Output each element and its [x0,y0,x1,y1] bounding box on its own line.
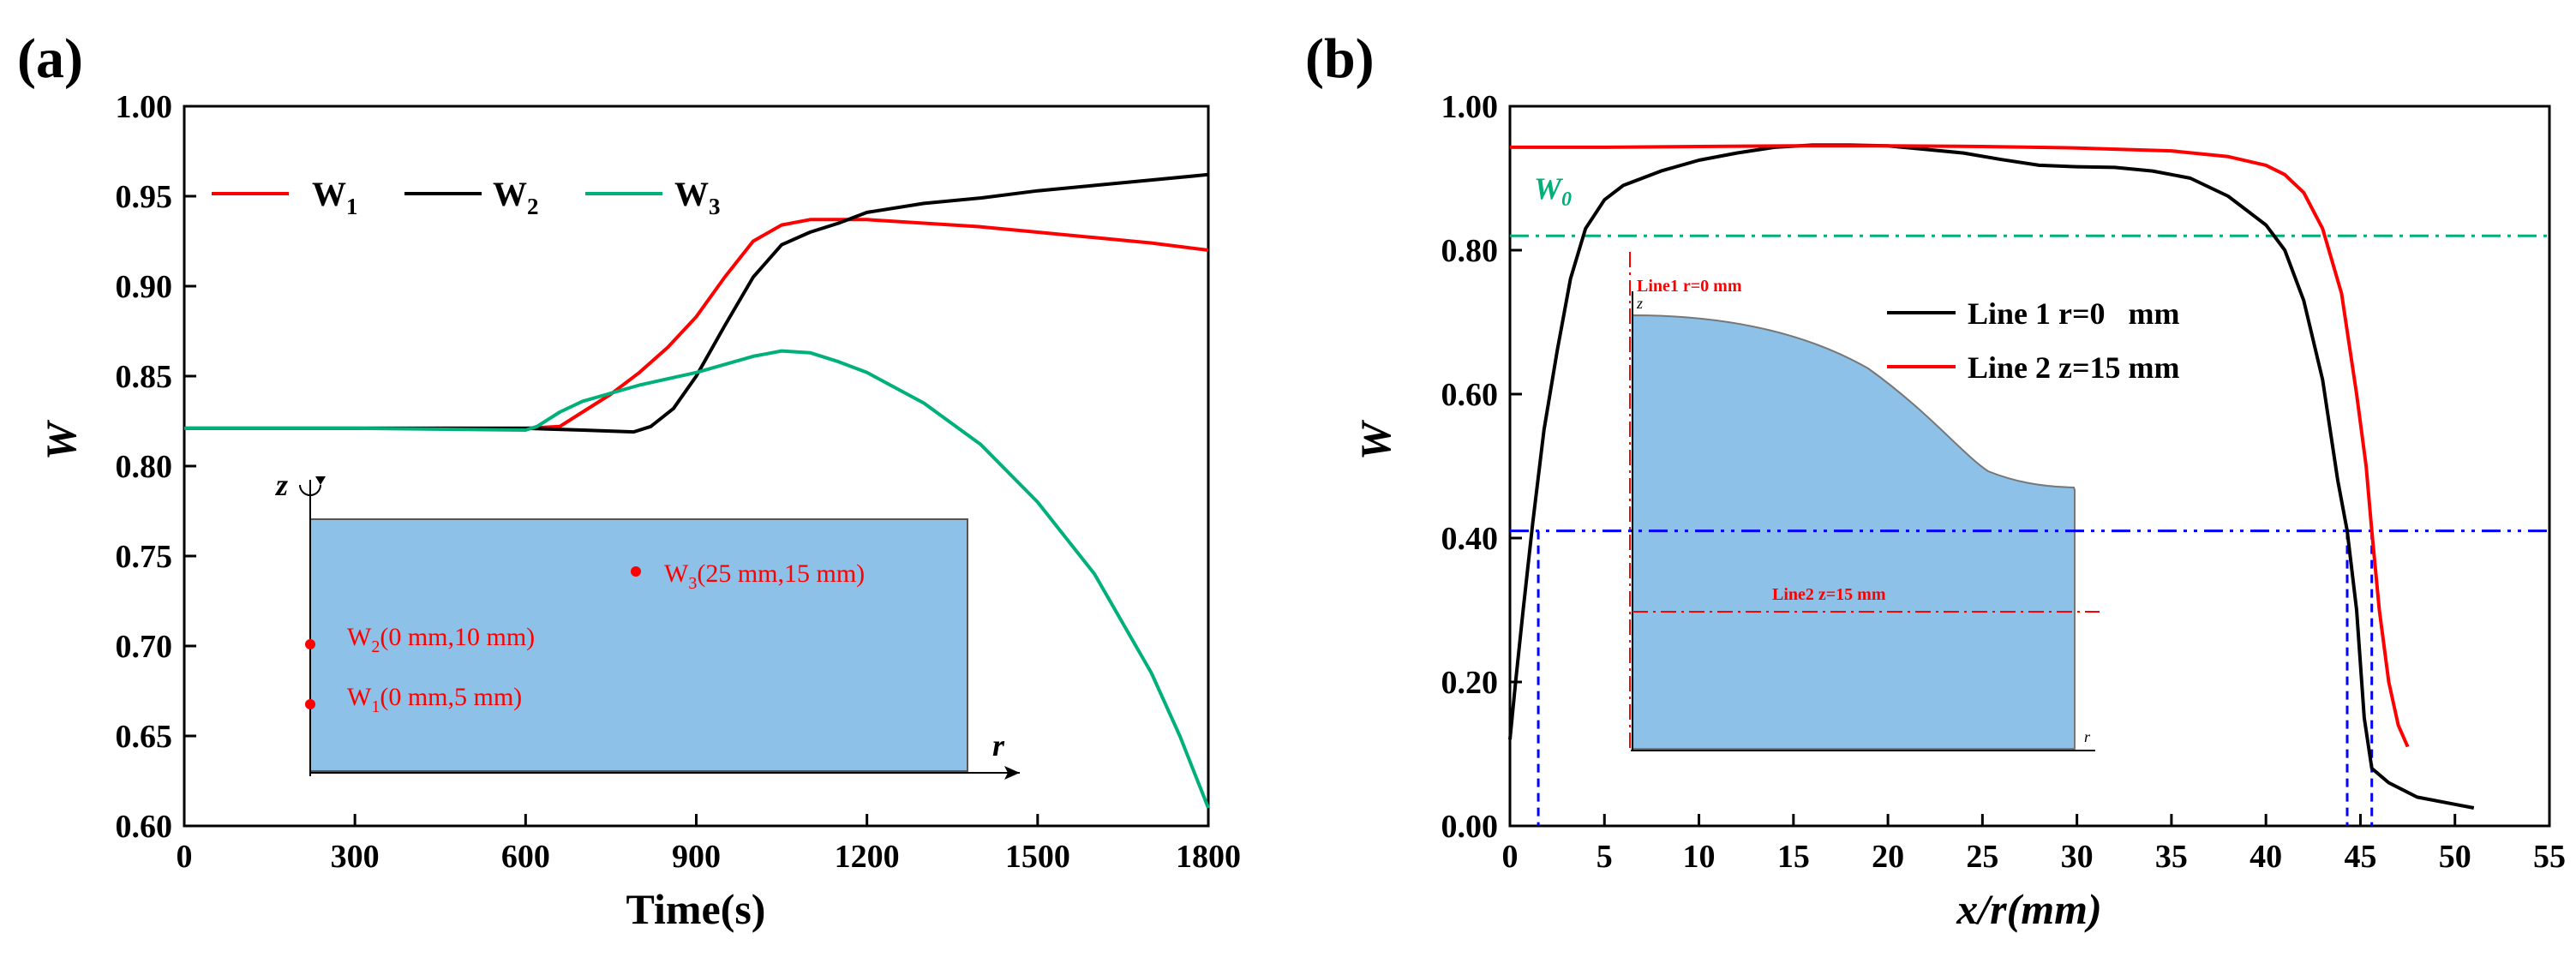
panel-b-inset-z-label: z [1636,295,1643,312]
panel-a-x-tick-label: 1200 [835,839,900,875]
panel-a-inset-r-label: r [992,728,1005,763]
panel-b-y-tick-label: 0.00 [1441,809,1499,845]
panel-a-y-tick-label: 0.70 [116,629,173,665]
panel-b-legend-label-line2: Line 2 z=15 mm [1968,350,2179,385]
panel-b-legend: Line 1 r=0 mm Line 2 z=15 mm [1887,296,2179,385]
panel-b-y-tick-label: 0.80 [1441,233,1499,269]
panel-a-legend-label-w1: W1 [312,175,358,219]
panel-a-y-tick-label: 0.85 [116,359,173,395]
panel-a-inset-domain [309,518,968,772]
panel-a-x-tick-label: 600 [501,839,550,875]
panel-a-y-tick-label: 0.80 [116,449,173,485]
panel-a-series-2 [184,172,1209,434]
panel-b-inset-line1-label: Line1 r=0 mm [1637,277,1742,296]
panel-b-plot-frame [1508,105,2551,828]
panel-b-inset-line2-label: Line2 z=15 mm [1772,585,1886,604]
panel-a-y-axis-label: W [37,419,85,460]
panel-b-x-tick-label: 5 [1597,839,1613,875]
panel-a-series [184,172,1210,809]
panel-a-y-tick-label: 0.60 [116,809,173,845]
panel-b-inset: Line1 r=0 mm Line2 z=15 mm z r [1629,252,2100,751]
panel-b-x-axis-label: x/r(mm) [1956,885,2101,933]
panel-a-inset-r-arrow [1004,766,1020,780]
panel-b-inset-r-label: r [2084,728,2091,745]
panel-a-y-tick-label: 0.75 [116,539,173,575]
panel-a-x-axis-label: Time(s) [626,885,766,933]
panel-b-x-tick-label: 50 [2439,839,2471,875]
panel-b-x-tick-label: 45 [2344,839,2376,875]
panel-b-x-tick-label: 40 [2250,839,2282,875]
panel-a-legend-label-w3: W3 [674,175,721,219]
panel-a-inset-rotation-arrow [299,484,321,496]
panel-b-legend-label-line1: Line 1 r=0 mm [1968,296,2179,331]
panel-b-y-tick-label: 1.00 [1441,89,1499,125]
panel-b-x-tick-label: 0 [1502,839,1519,875]
panel-b-x-tick-label: 10 [1683,839,1716,875]
panel-b-y-tick-label: 0.40 [1441,521,1499,557]
panel-b-label: (b) [1305,27,1375,90]
panel-b-series-2 [1510,144,2410,748]
panel-a: (a) 0 300 600 900 1200 1500 1800 0.60 0.65 0.70 0.… [17,27,1241,933]
panel-a-series-3 [184,349,1210,809]
panel-a-series-1 [184,218,1209,430]
panel-b-series [1508,143,2549,826]
panel-b: (b) 0 5 10 15 20 25 30 35 40 45 50 55 0.00 0.20 0.40 0.… [1305,27,2566,933]
panel-a-inset-label-w1: W1(0 mm,5 mm) [347,683,522,716]
panel-a-x-tick-label: 0 [177,839,193,875]
panel-a-y-tick-label: 1.00 [116,89,173,125]
panel-a-legend: W1 W2 W3 [212,175,721,219]
panel-a-label: (a) [17,27,83,90]
panel-a-ticks: 0 300 600 900 1200 1500 1800 0.60 0.65 0.70 0.75 0.… [116,89,1242,875]
panel-b-w0-label: W0 [1534,171,1572,211]
panel-b-series-1 [1508,143,2475,810]
panel-a-inset-label-w2: W2(0 mm,10 mm) [347,623,535,656]
panel-b-x-tick-label: 55 [2533,839,2566,875]
panel-a-inset-z-label: z [274,468,288,502]
panel-a-x-tick-label: 1800 [1176,839,1241,875]
panel-b-y-tick-label: 0.60 [1441,377,1499,413]
panel-b-x-tick-label: 20 [1872,839,1904,875]
panel-b-x-tick-label: 25 [1966,839,1998,875]
panel-a-inset-point-w3 [631,566,641,577]
panel-a-x-tick-label: 1500 [1005,839,1070,875]
panel-a-inset-label-w3: W3(25 mm,15 mm) [664,559,865,593]
panel-a-x-tick-label: 300 [331,839,380,875]
panel-a-y-tick-label: 0.95 [116,179,173,215]
panel-b-ticks: 0 5 10 15 20 25 30 35 40 45 50 55 0.00 0.20 0.40 0.60 0.… [1441,89,2567,875]
panel-a-x-tick-label: 900 [672,839,721,875]
panel-a-legend-label-w2: W2 [493,175,539,219]
panel-a-inset-point-w2 [305,639,315,649]
panel-b-y-axis-label: W [1351,419,1399,460]
panel-b-x-tick-label: 15 [1777,839,1810,875]
panel-a-inset-rotation-arrowhead [315,476,326,485]
panel-b-inset-domain [1632,314,2076,750]
panel-b-y-tick-label: 0.20 [1441,665,1499,701]
panel-b-x-tick-label: 35 [2155,839,2188,875]
panel-a-y-tick-label: 0.65 [116,719,173,755]
panel-a-y-tick-label: 0.90 [116,269,173,305]
panel-b-x-tick-label: 30 [2061,839,2094,875]
panel-a-inset-point-w1 [305,699,315,709]
panel-a-inset: z r W3(25 mm,15 mm) W2(0 mm,10 mm) W1(0 … [274,468,1020,780]
